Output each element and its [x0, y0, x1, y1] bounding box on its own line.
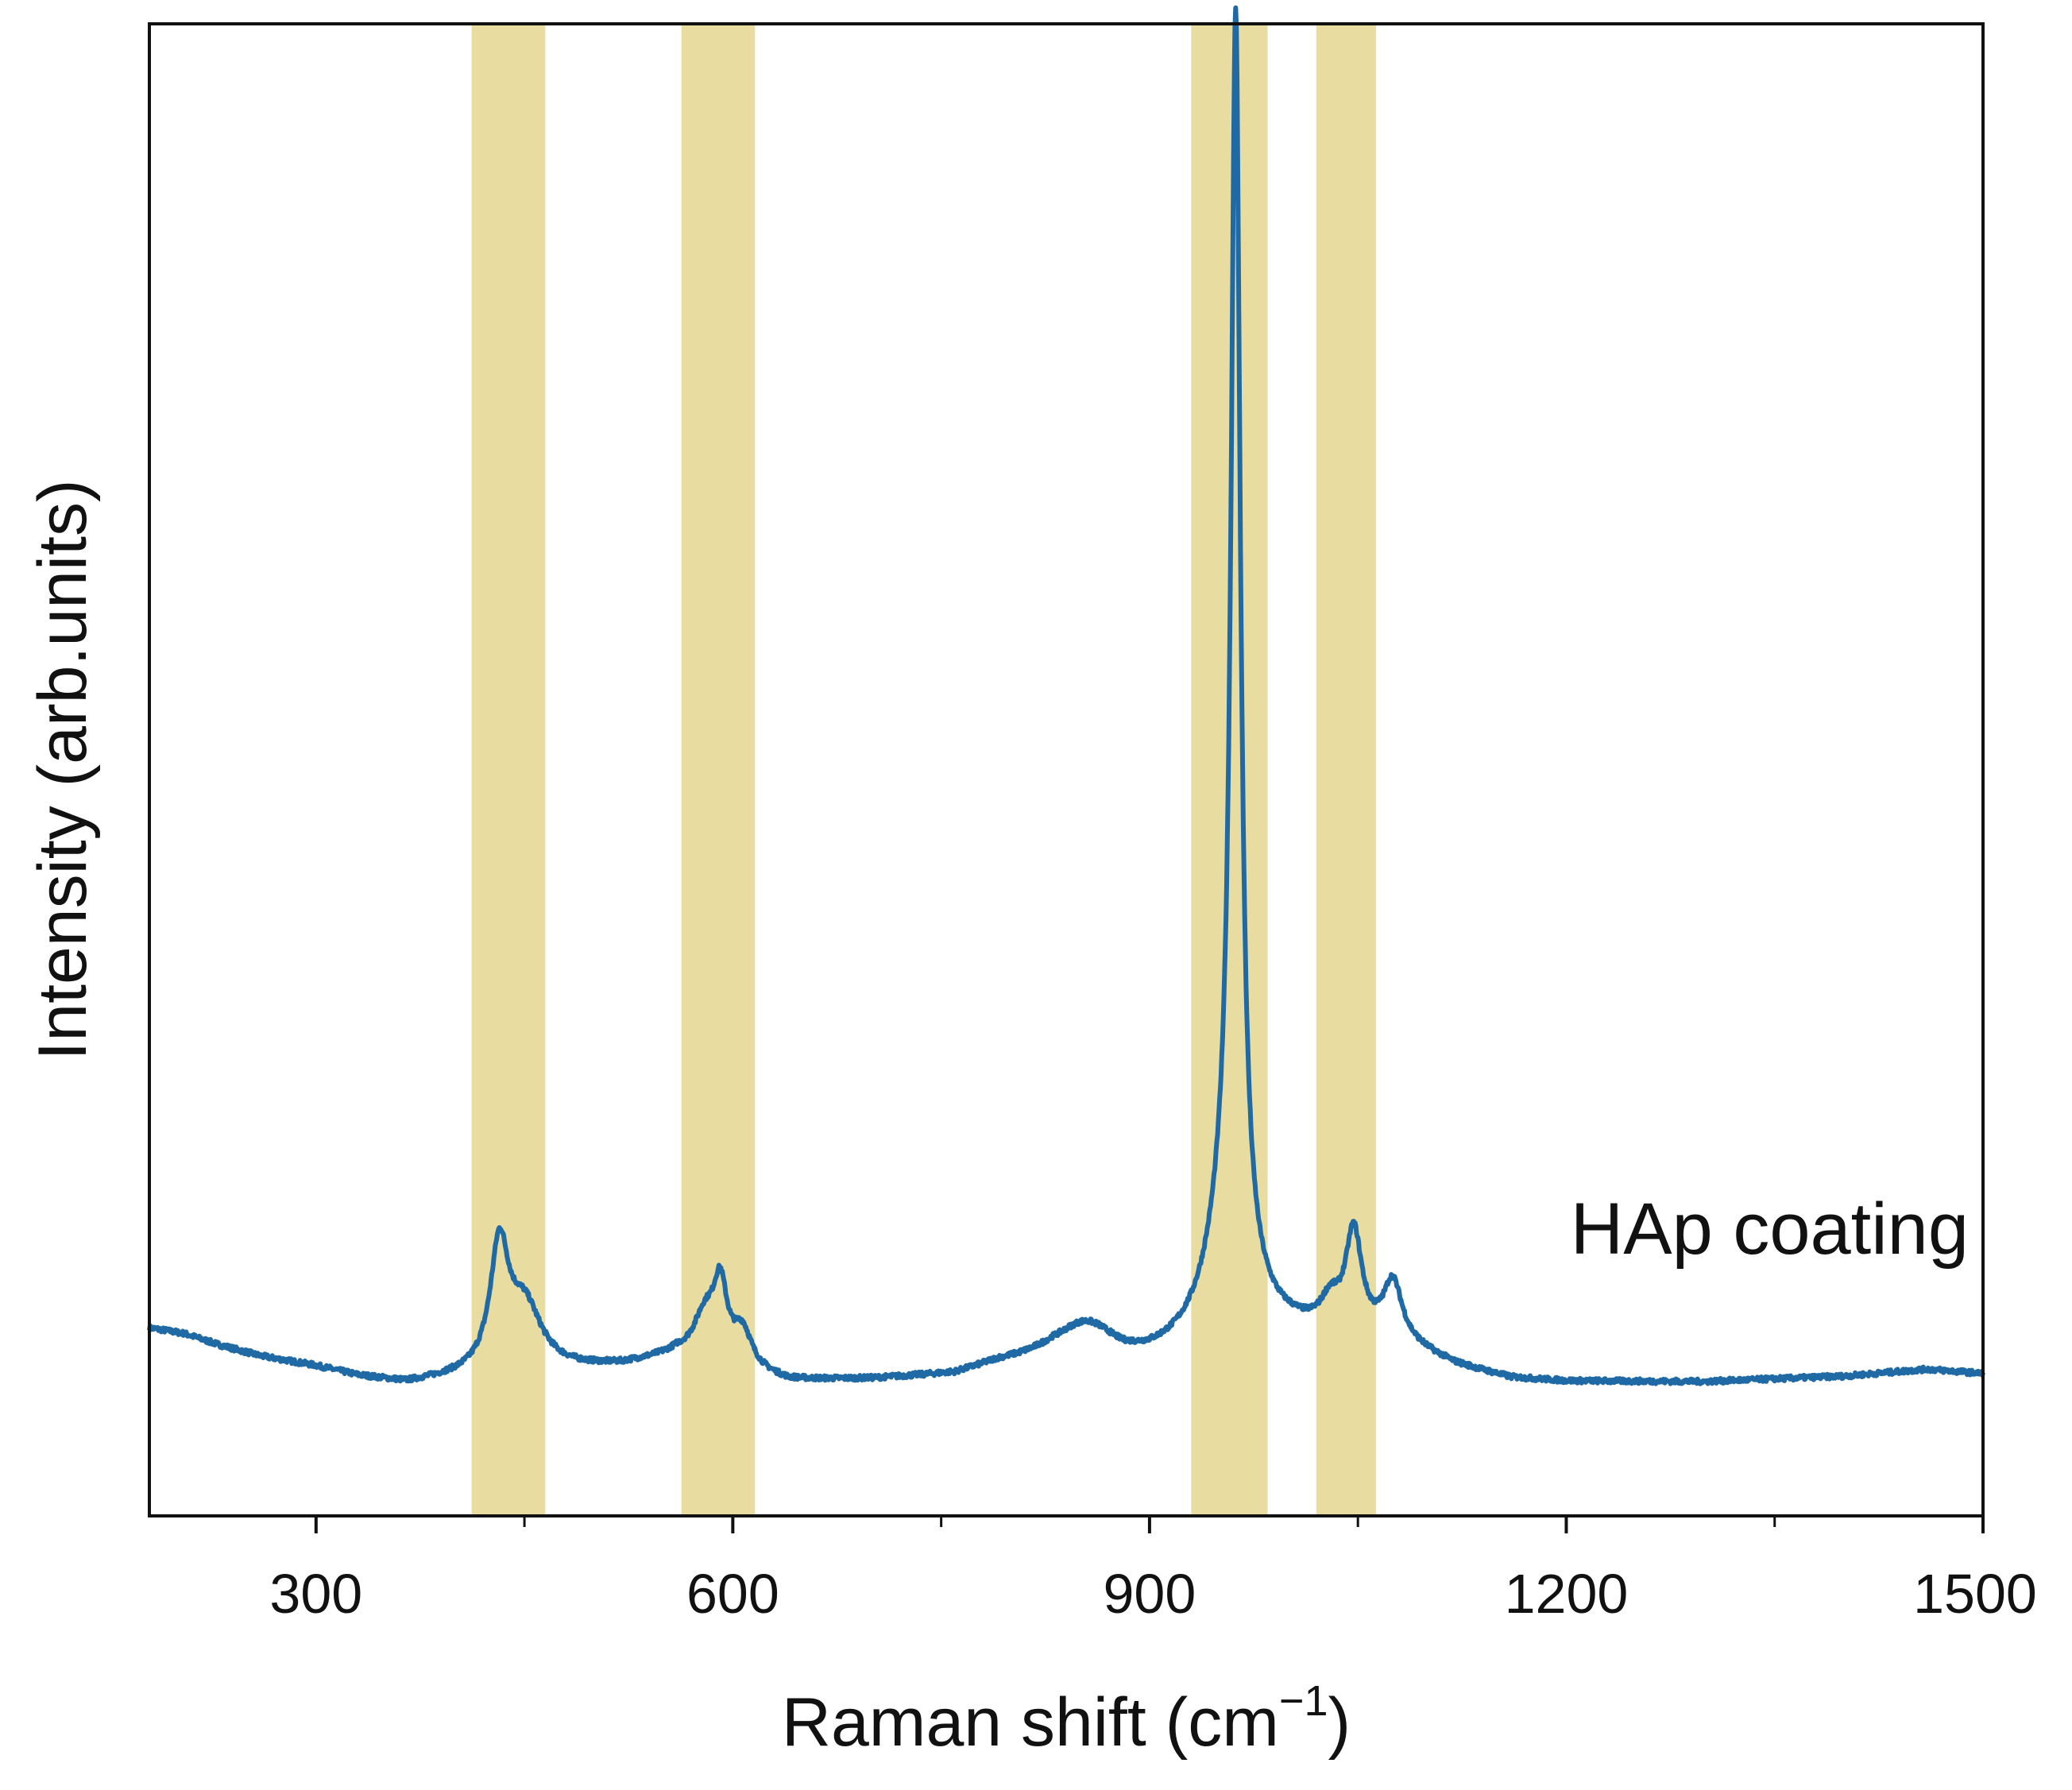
x-axis-label-close: ) [1328, 1684, 1351, 1761]
x-tick-label: 300 [269, 1563, 362, 1625]
x-tick-label: 1200 [1505, 1563, 1629, 1625]
annotation-label: HAp coating [1571, 1189, 1969, 1270]
x-axis-label-main: Raman shift (cm [782, 1684, 1279, 1761]
x-tick-label: 600 [686, 1563, 779, 1625]
x-axis-label: Raman shift (cm−1) [782, 1677, 1351, 1761]
spectrum-line-1 [147, 5, 1985, 1386]
x-axis-ticks: 300 600 900 1200 1500 [269, 1516, 2037, 1625]
y-axis-label: Intensity (arb.units) [25, 479, 101, 1060]
plot-frame [148, 22, 1985, 1517]
x-tick-label: 1500 [1913, 1563, 2037, 1625]
highlight-band-2 [681, 24, 756, 1516]
highlight-band-1 [471, 24, 546, 1516]
series-layer [147, 5, 1985, 1386]
x-tick-label: 900 [1104, 1563, 1196, 1625]
highlight-bands [471, 24, 1376, 1516]
x-axis-label-superscript: −1 [1279, 1677, 1328, 1725]
